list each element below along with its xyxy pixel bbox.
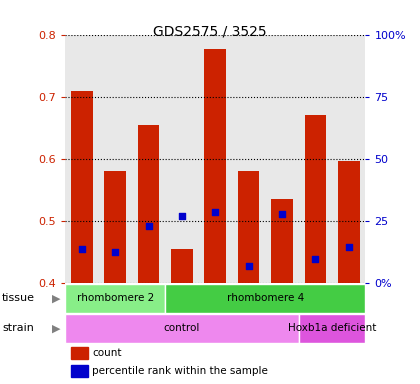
Bar — [65, 284, 165, 313]
Text: Hoxb1a deficient: Hoxb1a deficient — [288, 323, 376, 333]
Bar — [138, 125, 159, 283]
Text: ▶: ▶ — [52, 293, 61, 303]
Point — [178, 213, 185, 219]
Bar — [71, 365, 88, 377]
Text: ▶: ▶ — [52, 323, 61, 333]
Point — [79, 246, 85, 252]
Bar — [299, 314, 365, 343]
Bar — [65, 35, 98, 283]
Point — [345, 244, 352, 250]
Text: count: count — [92, 348, 122, 358]
Bar — [199, 35, 232, 283]
Text: rhombomere 2: rhombomere 2 — [76, 293, 154, 303]
Text: percentile rank within the sample: percentile rank within the sample — [92, 366, 268, 376]
Point — [212, 209, 218, 215]
Bar — [232, 35, 265, 283]
Point — [245, 263, 252, 269]
Point — [312, 255, 319, 262]
Text: strain: strain — [2, 323, 34, 333]
Bar — [98, 35, 132, 283]
Text: tissue: tissue — [2, 293, 35, 303]
Bar — [238, 171, 260, 283]
Bar — [304, 116, 326, 283]
Bar — [338, 161, 360, 283]
Bar — [171, 248, 193, 283]
Bar — [104, 171, 126, 283]
Bar — [65, 314, 299, 343]
Bar — [332, 35, 365, 283]
Point — [112, 249, 118, 255]
Bar — [299, 35, 332, 283]
Bar — [165, 35, 199, 283]
Bar — [132, 35, 165, 283]
Point — [145, 223, 152, 229]
Point — [278, 211, 285, 217]
Bar — [265, 35, 299, 283]
Bar — [165, 284, 365, 313]
Bar — [271, 199, 293, 283]
Text: GDS2575 / 3525: GDS2575 / 3525 — [153, 25, 267, 39]
Bar — [205, 49, 226, 283]
Bar — [71, 91, 93, 283]
Text: control: control — [164, 323, 200, 333]
Bar — [71, 347, 88, 359]
Text: rhombomere 4: rhombomere 4 — [227, 293, 304, 303]
